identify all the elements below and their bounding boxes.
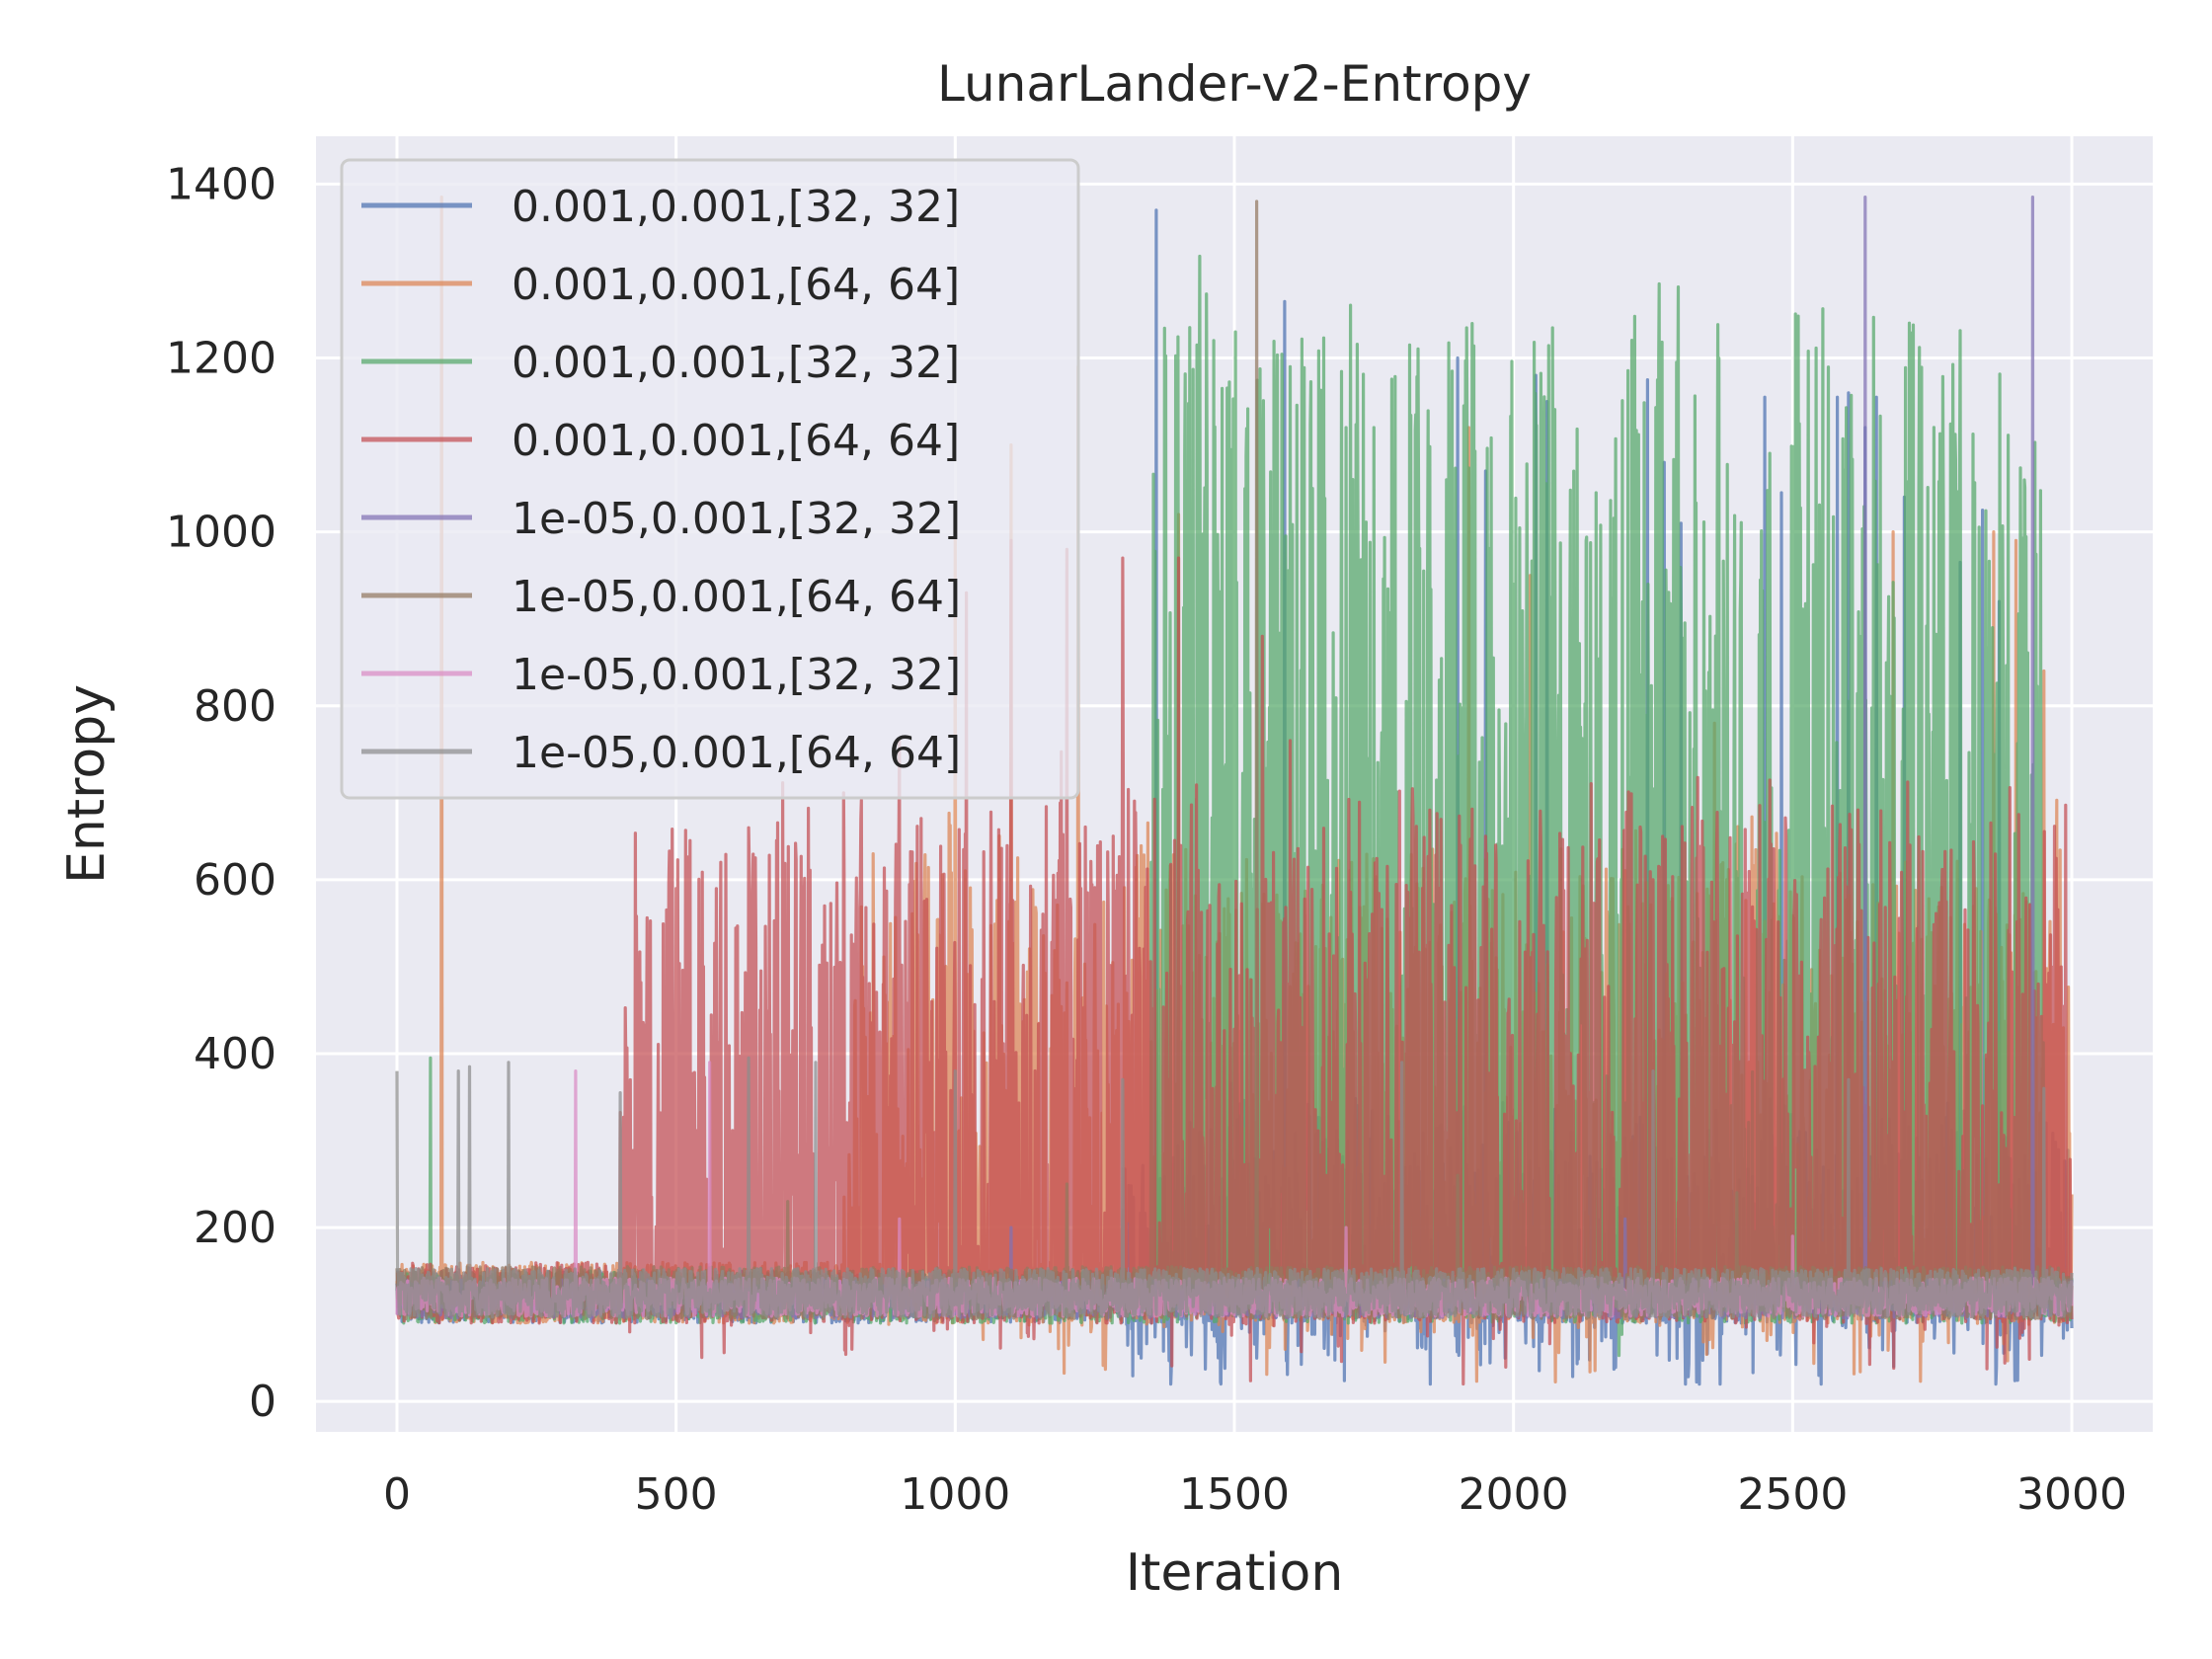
legend-entry-label: 0.001,0.001,[64, 64] [512, 416, 960, 466]
legend-entry-label: 1e-05,0.001,[32, 32] [512, 494, 961, 544]
x-tick-label: 1500 [1179, 1469, 1290, 1520]
series-line [395, 1056, 2074, 1319]
legend-entry-label: 0.001,0.001,[64, 64] [512, 260, 960, 310]
y-tick-label: 600 [194, 855, 276, 906]
chart-title: LunarLander-v2-Entropy [937, 55, 1532, 113]
y-tick-label: 1200 [166, 334, 276, 384]
y-tick-label: 1000 [166, 508, 276, 558]
x-tick-label: 0 [383, 1469, 411, 1520]
x-tick-label: 1000 [900, 1469, 1010, 1520]
y-tick-label: 400 [194, 1029, 276, 1079]
y-axis-label: Entropy [57, 684, 117, 884]
tick-labels: 0 500 1000 1500 2000 2500 3000 0 200 400 600 800 100… [166, 159, 2127, 1520]
legend-entry-label: 0.001,0.001,[32, 32] [512, 338, 960, 388]
x-tick-label: 2500 [1737, 1469, 1848, 1520]
y-tick-label: 800 [194, 681, 276, 732]
y-tick-label: 200 [194, 1203, 276, 1253]
x-tick-label: 500 [635, 1469, 718, 1520]
legend-entry-label: 1e-05,0.001,[64, 64] [512, 572, 961, 622]
legend: 0.001,0.001,[32, 32] 0.001,0.001,[64, 64]… [340, 158, 1080, 800]
y-tick-label: 1400 [166, 159, 276, 209]
legend-box [340, 158, 1080, 800]
legend-entry-label: 1e-05,0.001,[64, 64] [512, 728, 961, 778]
x-axis-label: Iteration [1126, 1543, 1344, 1603]
x-tick-label: 3000 [2016, 1469, 2127, 1520]
x-tick-label: 2000 [1459, 1469, 1569, 1520]
series-lines [395, 196, 2074, 1386]
legend-entry-label: 1e-05,0.001,[32, 32] [512, 650, 961, 700]
legend-entry-label: 0.001,0.001,[32, 32] [512, 182, 960, 232]
y-tick-label: 0 [249, 1377, 276, 1427]
